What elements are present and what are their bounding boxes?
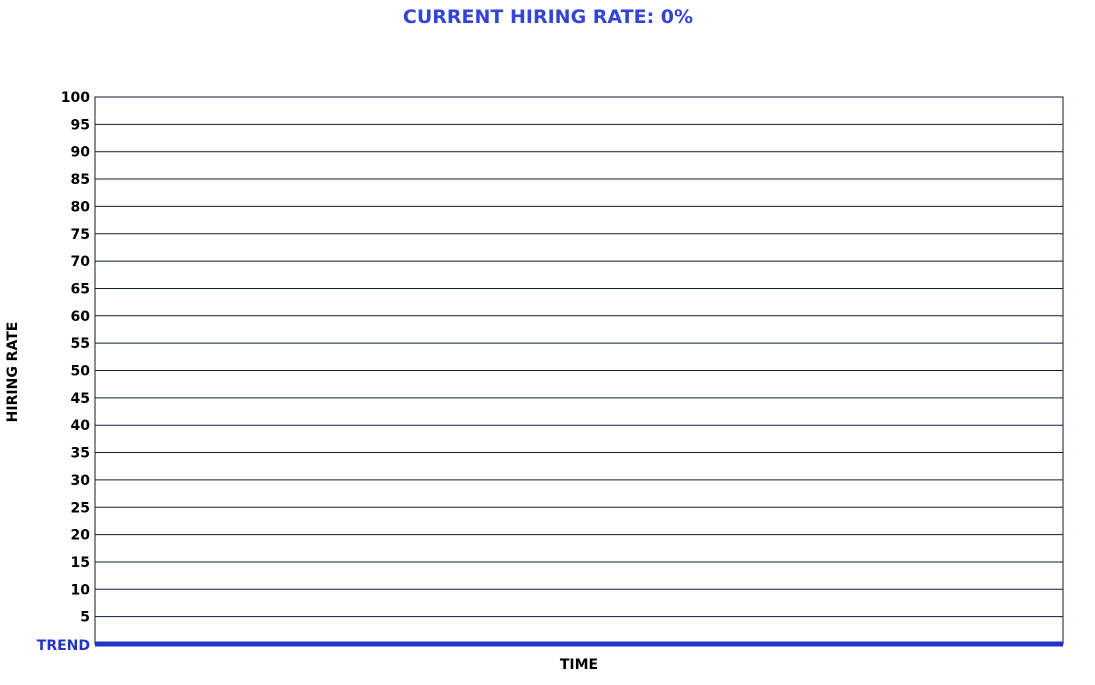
y-tick-label: 45 <box>71 391 90 407</box>
y-tick-labels: 100 95 90 85 80 75 70 65 60 55 50 45 40 35 30 25 20 15 10 5 <box>61 90 90 626</box>
y-tick-label: 15 <box>71 555 90 571</box>
y-tick-label: 40 <box>71 418 91 434</box>
y-tick-label: 55 <box>71 336 90 352</box>
y-tick-label: 60 <box>71 309 91 325</box>
y-tick-label: 30 <box>71 473 91 489</box>
grid <box>95 96 1063 618</box>
y-tick-label: 75 <box>71 227 90 243</box>
y-tick-label: 90 <box>71 145 91 161</box>
trend-label: TREND <box>37 638 90 654</box>
y-tick-label: 70 <box>71 254 91 270</box>
y-tick-label: 50 <box>71 364 91 380</box>
y-axis-label: HIRING RATE <box>5 322 21 423</box>
y-tick-label: 80 <box>71 199 91 215</box>
y-tick-label: 20 <box>71 528 91 544</box>
y-tick-label: 85 <box>71 172 90 188</box>
x-axis-label: TIME <box>560 657 598 673</box>
y-tick-label: 95 <box>71 117 90 133</box>
y-tick-label: 5 <box>80 610 90 626</box>
y-tick-label: 10 <box>71 582 91 598</box>
chart-title: CURRENT HIRING RATE: 0% <box>403 6 693 28</box>
y-tick-label: 25 <box>71 500 90 516</box>
y-tick-label: 65 <box>71 281 90 297</box>
y-tick-label: 100 <box>61 90 90 106</box>
y-tick-label: 35 <box>71 446 90 462</box>
